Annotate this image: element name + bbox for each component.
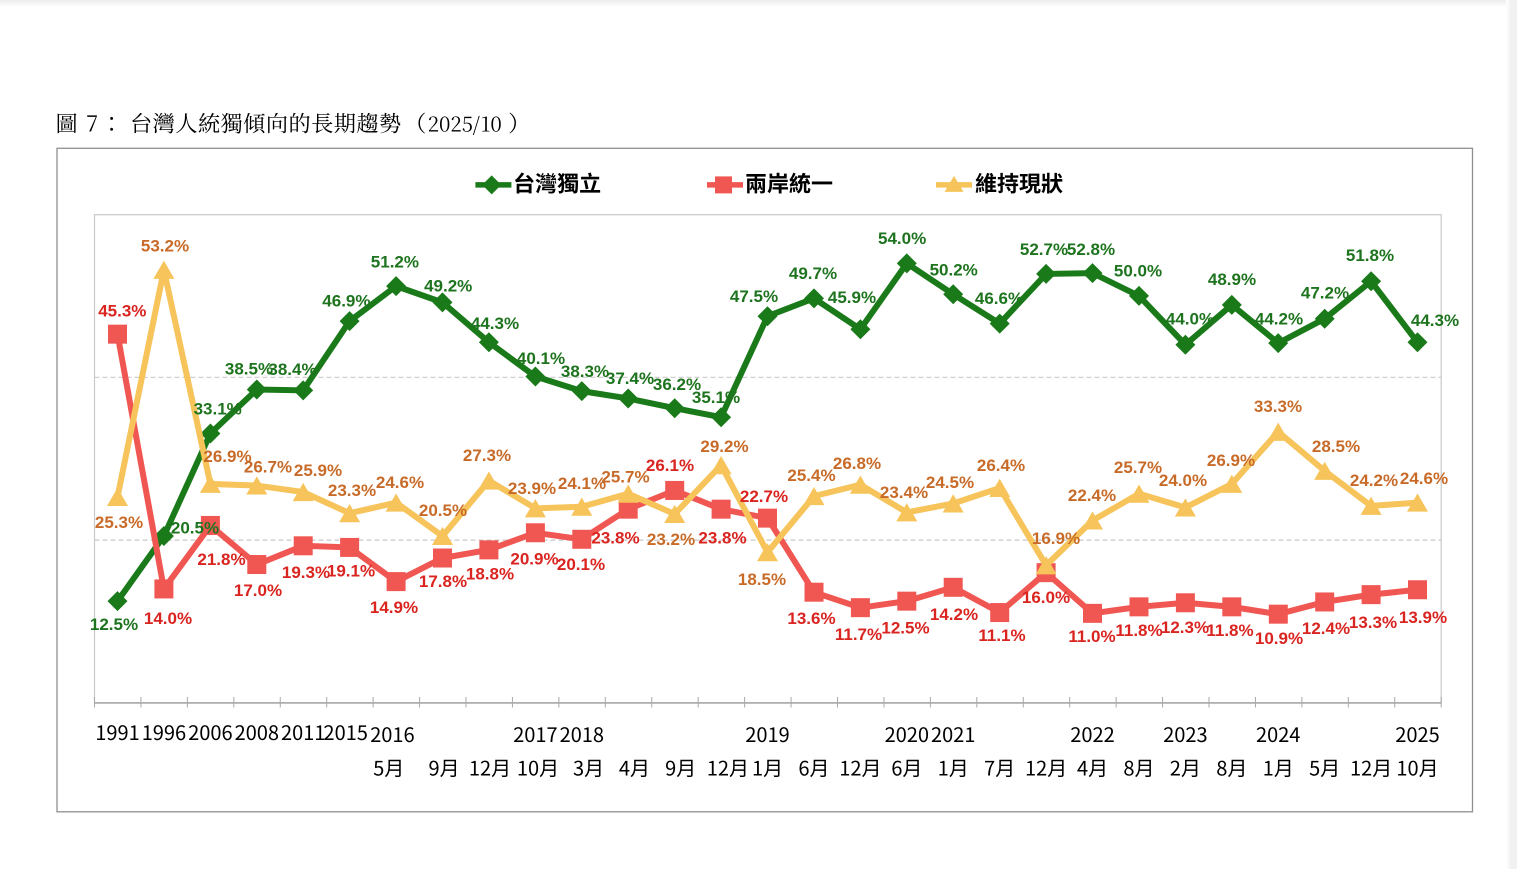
svg-text:23.8%: 23.8% xyxy=(591,529,639,548)
svg-text:20.5%: 20.5% xyxy=(171,519,219,538)
svg-text:14.9%: 14.9% xyxy=(370,598,418,617)
svg-text:24.0%: 24.0% xyxy=(1159,471,1207,490)
svg-text:53.2%: 53.2% xyxy=(141,237,189,256)
svg-text:11.7%: 11.7% xyxy=(835,625,882,644)
svg-text:54.0%: 54.0% xyxy=(878,229,926,248)
svg-text:24.1%: 24.1% xyxy=(558,474,606,493)
svg-text:44.2%: 44.2% xyxy=(1255,310,1303,329)
svg-text:26.7%: 26.7% xyxy=(244,458,292,477)
svg-text:26.9%: 26.9% xyxy=(203,447,251,466)
svg-text:16.0%: 16.0% xyxy=(1022,588,1070,607)
svg-text:26.1%: 26.1% xyxy=(646,456,694,475)
svg-text:49.7%: 49.7% xyxy=(789,264,837,283)
svg-text:51.2%: 51.2% xyxy=(371,253,419,272)
svg-text:11.1%: 11.1% xyxy=(978,626,1025,645)
svg-text:11.0%: 11.0% xyxy=(1068,627,1115,646)
svg-text:23.4%: 23.4% xyxy=(880,483,928,502)
svg-text:24.5%: 24.5% xyxy=(926,473,974,492)
svg-text:13.9%: 13.9% xyxy=(1399,608,1447,627)
svg-text:23.2%: 23.2% xyxy=(647,530,695,549)
svg-text:35.1%: 35.1% xyxy=(692,388,740,407)
svg-text:38.4%: 38.4% xyxy=(268,360,316,379)
svg-text:45.3%: 45.3% xyxy=(98,301,146,320)
svg-text:25.3%: 25.3% xyxy=(95,513,143,532)
svg-text:44.3%: 44.3% xyxy=(1411,311,1459,330)
svg-text:29.2%: 29.2% xyxy=(700,437,748,456)
svg-text:52.8%: 52.8% xyxy=(1067,240,1115,259)
svg-text:23.9%: 23.9% xyxy=(508,479,556,498)
svg-text:16.9%: 16.9% xyxy=(1032,529,1080,548)
svg-text:25.7%: 25.7% xyxy=(601,468,649,487)
svg-text:38.5%: 38.5% xyxy=(225,360,273,379)
svg-text:25.9%: 25.9% xyxy=(294,461,342,480)
svg-text:14.2%: 14.2% xyxy=(930,605,978,624)
svg-text:19.3%: 19.3% xyxy=(282,563,330,582)
svg-text:28.5%: 28.5% xyxy=(1312,437,1360,456)
svg-text:50.2%: 50.2% xyxy=(930,261,978,280)
svg-text:12.3%: 12.3% xyxy=(1161,618,1209,637)
svg-text:52.7%: 52.7% xyxy=(1020,240,1068,259)
svg-text:47.5%: 47.5% xyxy=(730,287,778,306)
svg-text:11.8%: 11.8% xyxy=(1115,621,1162,640)
svg-text:17.8%: 17.8% xyxy=(419,572,467,591)
svg-text:18.8%: 18.8% xyxy=(466,565,514,584)
svg-text:20.1%: 20.1% xyxy=(557,555,605,574)
svg-text:20.9%: 20.9% xyxy=(510,550,558,569)
svg-text:13.6%: 13.6% xyxy=(787,609,835,628)
svg-text:25.4%: 25.4% xyxy=(787,466,835,485)
svg-text:33.1%: 33.1% xyxy=(194,400,242,419)
svg-text:20.5%: 20.5% xyxy=(419,501,467,520)
svg-text:27.3%: 27.3% xyxy=(463,446,511,465)
svg-text:17.0%: 17.0% xyxy=(234,581,282,600)
svg-text:48.9%: 48.9% xyxy=(1208,270,1256,289)
svg-text:33.3%: 33.3% xyxy=(1254,397,1302,416)
svg-text:26.9%: 26.9% xyxy=(1207,451,1255,470)
svg-text:12.4%: 12.4% xyxy=(1302,619,1350,638)
svg-text:18.5%: 18.5% xyxy=(738,570,786,589)
svg-text:22.4%: 22.4% xyxy=(1068,486,1116,505)
svg-text:24.6%: 24.6% xyxy=(1400,469,1448,488)
svg-text:21.8%: 21.8% xyxy=(197,550,245,569)
svg-text:14.0%: 14.0% xyxy=(144,609,192,628)
svg-text:12.5%: 12.5% xyxy=(90,615,138,634)
svg-text:44.0%: 44.0% xyxy=(1166,310,1214,329)
svg-text:36.2%: 36.2% xyxy=(653,375,701,394)
svg-text:45.9%: 45.9% xyxy=(828,288,876,307)
svg-text:10.9%: 10.9% xyxy=(1255,629,1303,648)
svg-text:46.6%: 46.6% xyxy=(975,289,1023,308)
svg-text:50.0%: 50.0% xyxy=(1114,262,1162,281)
svg-text:24.2%: 24.2% xyxy=(1350,471,1398,490)
svg-text:22.7%: 22.7% xyxy=(740,487,788,506)
svg-text:23.3%: 23.3% xyxy=(328,481,376,500)
svg-text:46.9%: 46.9% xyxy=(322,292,370,311)
svg-text:38.3%: 38.3% xyxy=(561,362,609,381)
svg-text:51.8%: 51.8% xyxy=(1346,246,1394,265)
svg-text:23.8%: 23.8% xyxy=(698,529,746,548)
svg-text:49.2%: 49.2% xyxy=(424,276,472,295)
svg-text:40.1%: 40.1% xyxy=(517,349,565,368)
svg-text:47.2%: 47.2% xyxy=(1301,284,1349,303)
svg-text:37.4%: 37.4% xyxy=(606,369,654,388)
svg-text:13.3%: 13.3% xyxy=(1349,613,1397,632)
svg-text:44.3%: 44.3% xyxy=(471,314,519,333)
svg-text:24.6%: 24.6% xyxy=(376,473,424,492)
svg-text:11.8%: 11.8% xyxy=(1206,621,1253,640)
svg-text:26.8%: 26.8% xyxy=(833,454,881,473)
svg-text:25.7%: 25.7% xyxy=(1114,458,1162,477)
svg-text:19.1%: 19.1% xyxy=(327,562,375,581)
svg-text:12.5%: 12.5% xyxy=(881,619,929,638)
svg-text:26.4%: 26.4% xyxy=(977,456,1025,475)
